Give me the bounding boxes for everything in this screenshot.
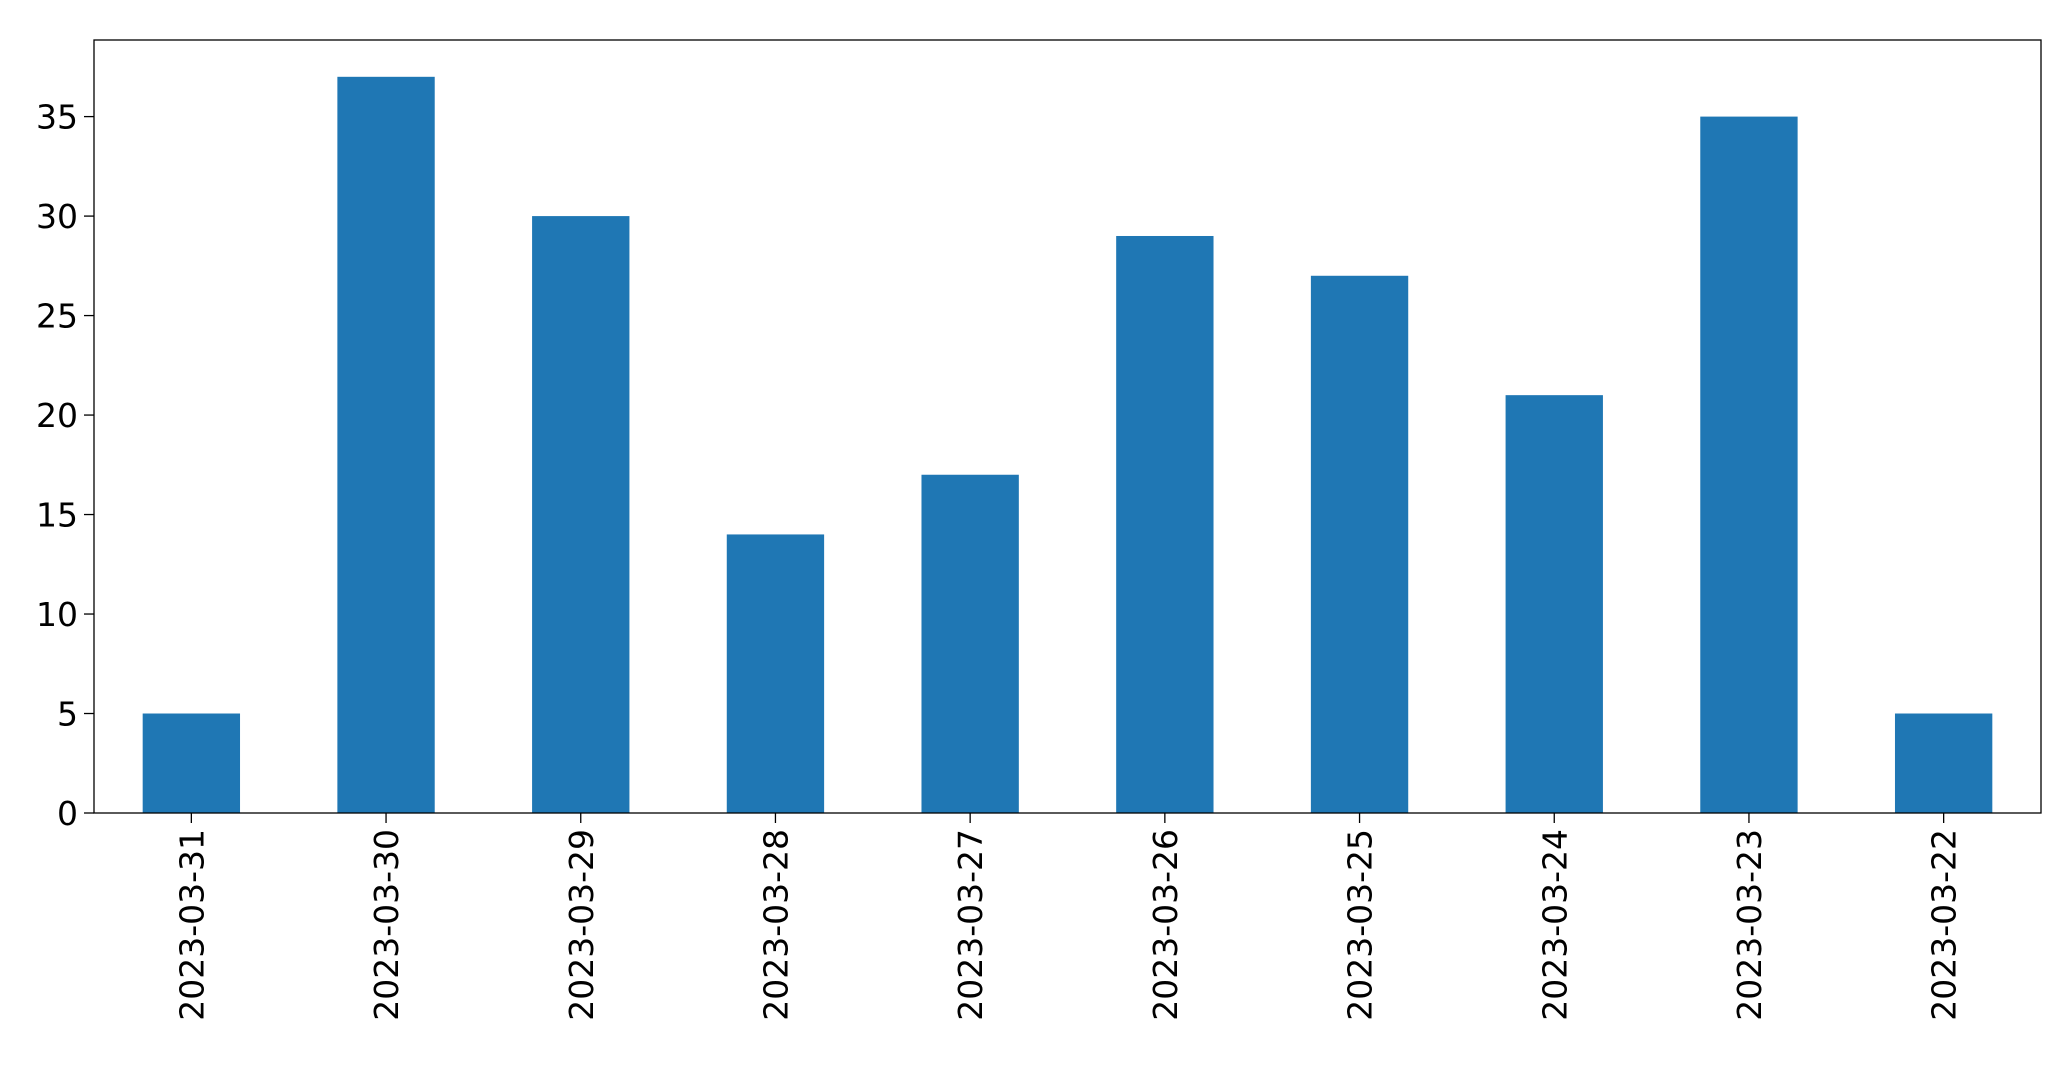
bar-2023-03-28 bbox=[726, 534, 825, 813]
bar-2023-03-31 bbox=[142, 713, 241, 813]
x-tick-label: 2023-03-24 bbox=[1535, 829, 1574, 1021]
plot-frame bbox=[93, 39, 2042, 814]
x-tick-label: 2023-03-27 bbox=[951, 829, 990, 1021]
x-tick-label: 2023-03-31 bbox=[172, 829, 211, 1021]
bar-2023-03-22 bbox=[1894, 713, 1993, 813]
x-tick-label: 2023-03-29 bbox=[562, 829, 601, 1021]
x-tick-label: 2023-03-23 bbox=[1730, 829, 1769, 1021]
y-tick-label: 35 bbox=[36, 98, 78, 137]
axes-layer bbox=[93, 39, 2042, 814]
y-tick-label: 5 bbox=[57, 695, 78, 734]
x-tick-label: 2023-03-22 bbox=[1925, 829, 1964, 1021]
x-tick-label: 2023-03-26 bbox=[1146, 829, 1185, 1021]
x-tick-label: 2023-03-28 bbox=[756, 829, 795, 1021]
x-tick-label: 2023-03-25 bbox=[1341, 829, 1380, 1021]
bar-2023-03-25 bbox=[1310, 275, 1409, 813]
y-tick-label: 10 bbox=[36, 595, 78, 634]
bar-2023-03-23 bbox=[1700, 116, 1798, 814]
bar-2023-03-30 bbox=[337, 76, 435, 813]
ticks-layer: 0 5 10 15 20 25 30 35 2023-03-31 2023-03-30 2023-0… bbox=[36, 98, 1964, 1021]
y-tick-label: 30 bbox=[36, 197, 78, 236]
bar-2023-03-29 bbox=[532, 216, 630, 814]
x-tick-label: 2023-03-30 bbox=[367, 829, 406, 1021]
bar-2023-03-26 bbox=[1116, 235, 1214, 814]
y-tick-label: 25 bbox=[36, 297, 78, 336]
bars-layer bbox=[142, 76, 1993, 814]
bar-2023-03-27 bbox=[921, 474, 1019, 813]
y-tick-label: 0 bbox=[57, 794, 78, 833]
y-tick-label: 15 bbox=[36, 496, 78, 535]
bar-2023-03-24 bbox=[1505, 395, 1603, 813]
y-tick-label: 20 bbox=[36, 396, 78, 435]
